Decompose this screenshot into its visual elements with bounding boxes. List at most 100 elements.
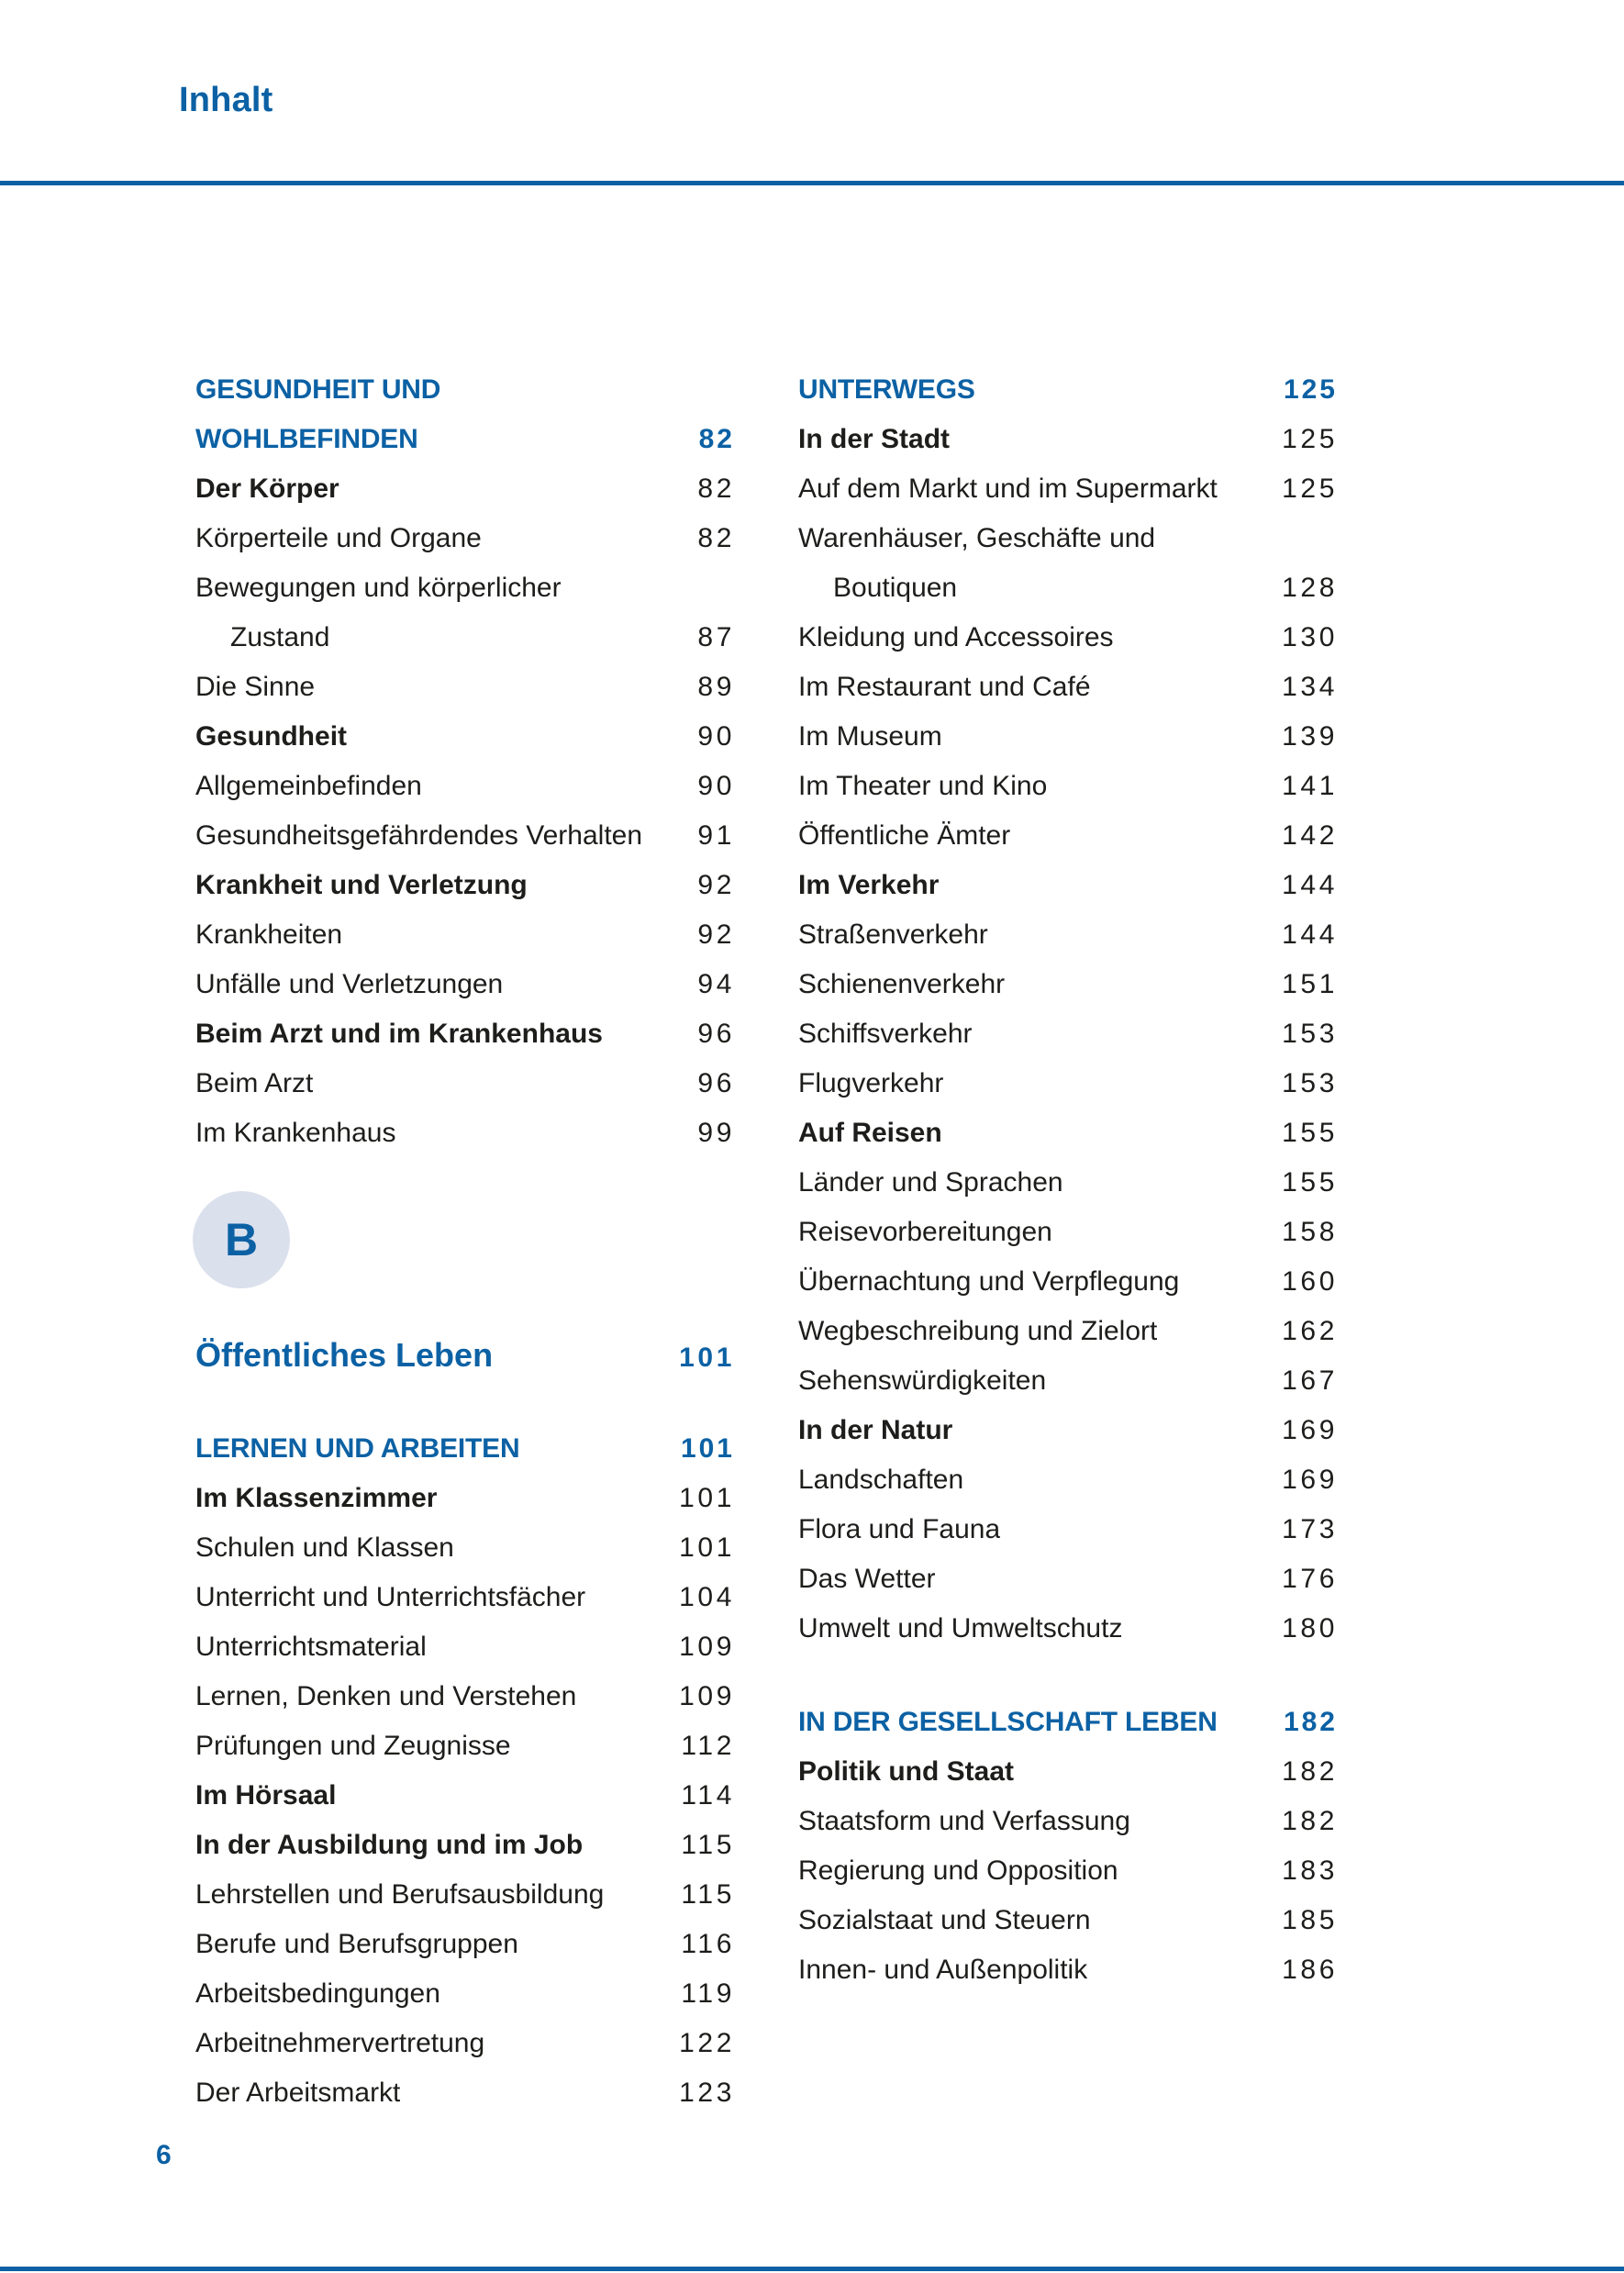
toc-entry-page: 130 bbox=[1282, 622, 1338, 652]
toc-entry-page: 162 bbox=[1282, 1316, 1338, 1346]
toc-entry-page: 101 bbox=[679, 1532, 735, 1563]
toc-entry-label: Landschaften bbox=[798, 1465, 964, 1495]
toc-entry-label: Krankheit und Verletzung bbox=[195, 870, 528, 900]
toc-entry-label: Gesundheitsgefährdendes Verhalten bbox=[195, 820, 643, 851]
toc-entry-row: Im Krankenhaus 99 bbox=[195, 1109, 735, 1158]
toc-entry-label: GESUNDHEIT UND bbox=[195, 374, 441, 405]
toc-entry-label: LERNEN UND ARBEITEN bbox=[195, 1433, 520, 1464]
toc-entry-page: 116 bbox=[681, 1929, 735, 1959]
toc-entry-page: 160 bbox=[1282, 1266, 1338, 1297]
toc-entry-label: Im Museum bbox=[798, 721, 942, 752]
toc-entry-row: Lehrstellen und Berufsausbildung 115 bbox=[195, 1870, 735, 1920]
toc-entry-label: Arbeitsbedingungen bbox=[195, 1978, 440, 2009]
toc-entry-row: Flora und Fauna 173 bbox=[798, 1505, 1338, 1554]
toc-entry-page: 182 bbox=[1282, 1756, 1338, 1787]
toc-entry-row: In der Stadt 125 bbox=[798, 415, 1338, 464]
toc-entry-row: Unterricht und Unterrichtsfächer 104 bbox=[195, 1573, 735, 1622]
toc-entry-page: 104 bbox=[679, 1582, 735, 1612]
toc-entry-row: Im Restaurant und Café 134 bbox=[798, 663, 1338, 712]
toc-entry-label: Straßenverkehr bbox=[798, 919, 988, 950]
toc-entry-row: Schulen und Klassen 101 bbox=[195, 1523, 735, 1573]
toc-entry-label: Im Restaurant und Café bbox=[798, 672, 1091, 702]
toc-entry-row: Auf Reisen 155 bbox=[798, 1109, 1338, 1158]
toc-entry-page: 91 bbox=[697, 820, 735, 851]
toc-entry-label: Warenhäuser, Geschäfte und bbox=[798, 523, 1156, 553]
toc-entry-label: Umwelt und Umweltschutz bbox=[798, 1613, 1123, 1643]
toc-section-row: WOHLBEFINDEN 82 bbox=[195, 415, 735, 464]
toc-entry-row: Warenhäuser, Geschäfte und bbox=[798, 514, 1338, 563]
toc-entry-row: Flugverkehr 153 bbox=[798, 1059, 1338, 1109]
column-spacer bbox=[798, 1654, 1338, 1698]
toc-entry-row: Länder und Sprachen 155 bbox=[798, 1158, 1338, 1208]
toc-entry-label: Schienenverkehr bbox=[798, 969, 1006, 999]
toc-entry-row: Regierung und Opposition 183 bbox=[798, 1846, 1338, 1896]
toc-entry-label: Sozialstaat und Steuern bbox=[798, 1905, 1091, 1935]
toc-entry-page: 96 bbox=[697, 1019, 735, 1049]
toc-entry-row: Beim Arzt und im Krankenhaus 96 bbox=[195, 1009, 735, 1059]
toc-entry-label: Lernen, Denken und Verstehen bbox=[195, 1681, 577, 1711]
toc-entry-row: Der Körper 82 bbox=[195, 464, 735, 514]
toc-entry-label: Arbeitnehmervertretung bbox=[195, 2028, 485, 2058]
toc-entry-label: Politik und Staat bbox=[798, 1756, 1015, 1787]
toc-entry-row: Auf dem Markt und im Supermarkt 125 bbox=[798, 464, 1338, 514]
toc-entry-page: 142 bbox=[1282, 820, 1338, 851]
toc-entry-page: 185 bbox=[1282, 1905, 1338, 1935]
bottom-divider bbox=[0, 2267, 1624, 2271]
toc-entry-row: Öffentliche Ämter 142 bbox=[798, 811, 1338, 861]
toc-entry-row: Sehenswürdigkeiten 167 bbox=[798, 1356, 1338, 1406]
toc-entry-page: 125 bbox=[1282, 424, 1338, 454]
toc-entry-label: Beim Arzt bbox=[195, 1068, 314, 1098]
toc-entry-label: IN DER GESELLSCHAFT LEBEN bbox=[798, 1707, 1218, 1737]
toc-entry-label: Zustand bbox=[230, 622, 330, 652]
chapter-badge: B bbox=[193, 1191, 290, 1288]
toc-entry-label: Prüfungen und Zeugnisse bbox=[195, 1731, 511, 1761]
toc-entry-row: Sozialstaat und Steuern 185 bbox=[798, 1896, 1338, 1945]
toc-entry-row: Schienenverkehr 151 bbox=[798, 960, 1338, 1009]
toc-entry-label: Unterricht und Unterrichtsfächer bbox=[195, 1582, 586, 1612]
toc-entry-row: Krankheiten 92 bbox=[195, 910, 735, 960]
toc-entry-label: Auf Reisen bbox=[798, 1118, 942, 1148]
toc-entry-page: 96 bbox=[697, 1068, 735, 1098]
toc-column-left: GESUNDHEIT UND WOHLBEFINDEN 82 Der Körper 82… bbox=[193, 365, 735, 2118]
toc-entry-row: Boutiquen 128 bbox=[798, 563, 1338, 613]
toc-entry-page: 155 bbox=[1282, 1118, 1338, 1148]
toc-entry-label: Körperteile und Organe bbox=[195, 523, 482, 553]
toc-entry-page: 180 bbox=[1282, 1613, 1338, 1643]
toc-entry-label: Innen- und Außenpolitik bbox=[798, 1955, 1088, 1985]
toc-entry-row: Körperteile und Organe 82 bbox=[195, 514, 735, 563]
toc-entry-row: Das Wetter 176 bbox=[798, 1554, 1338, 1604]
folio-page-number: 6 bbox=[156, 2140, 172, 2170]
column-spacer bbox=[195, 1380, 735, 1424]
toc-entry-page: 158 bbox=[1282, 1217, 1338, 1247]
toc-entry-label: Allgemeinbefinden bbox=[195, 771, 422, 801]
toc-entry-row: Kleidung und Accessoires 130 bbox=[798, 613, 1338, 663]
toc-entry-label: Unterrichtsmaterial bbox=[195, 1632, 427, 1662]
toc-entry-page: 90 bbox=[697, 771, 735, 801]
toc-entry-page: 134 bbox=[1282, 672, 1338, 702]
toc-entry-label: Lehrstellen und Berufsausbildung bbox=[195, 1879, 605, 1910]
toc-entry-page: 112 bbox=[681, 1731, 735, 1761]
toc-entry-page: 94 bbox=[697, 969, 735, 999]
toc-entry-row: Landschaften 169 bbox=[798, 1455, 1338, 1505]
toc-entry-page: 139 bbox=[1282, 721, 1338, 752]
toc-entry-row: Reisevorbereitungen 158 bbox=[798, 1208, 1338, 1257]
toc-entry-label: Schiffsverkehr bbox=[798, 1019, 973, 1049]
toc-entry-page: 183 bbox=[1282, 1855, 1338, 1886]
toc-entry-label: Staatsform und Verfassung bbox=[798, 1806, 1130, 1836]
toc-entry-page: 101 bbox=[679, 1483, 735, 1513]
toc-entry-label: Reisevorbereitungen bbox=[798, 1217, 1052, 1247]
toc-entry-label: In der Stadt bbox=[798, 424, 951, 454]
toc-entry-label: Beim Arzt und im Krankenhaus bbox=[195, 1019, 603, 1049]
toc-entry-label: Im Verkehr bbox=[798, 870, 940, 900]
toc-entry-page: 167 bbox=[1282, 1365, 1338, 1396]
toc-entry-label: Im Krankenhaus bbox=[195, 1118, 396, 1148]
toc-entry-label: Sehenswürdigkeiten bbox=[798, 1365, 1047, 1396]
toc-entry-row: Zustand 87 bbox=[195, 613, 735, 663]
toc-entry-page: 109 bbox=[679, 1681, 735, 1711]
toc-entry-page: 92 bbox=[697, 870, 735, 900]
toc-entry-row: Im Theater und Kino 141 bbox=[798, 762, 1338, 811]
toc-entry-row: Wegbeschreibung und Zielort 162 bbox=[798, 1307, 1338, 1356]
toc-entry-row: Politik und Staat 182 bbox=[798, 1747, 1338, 1797]
toc-entry-page: 114 bbox=[681, 1780, 735, 1811]
toc-entry-page: 169 bbox=[1282, 1415, 1338, 1445]
